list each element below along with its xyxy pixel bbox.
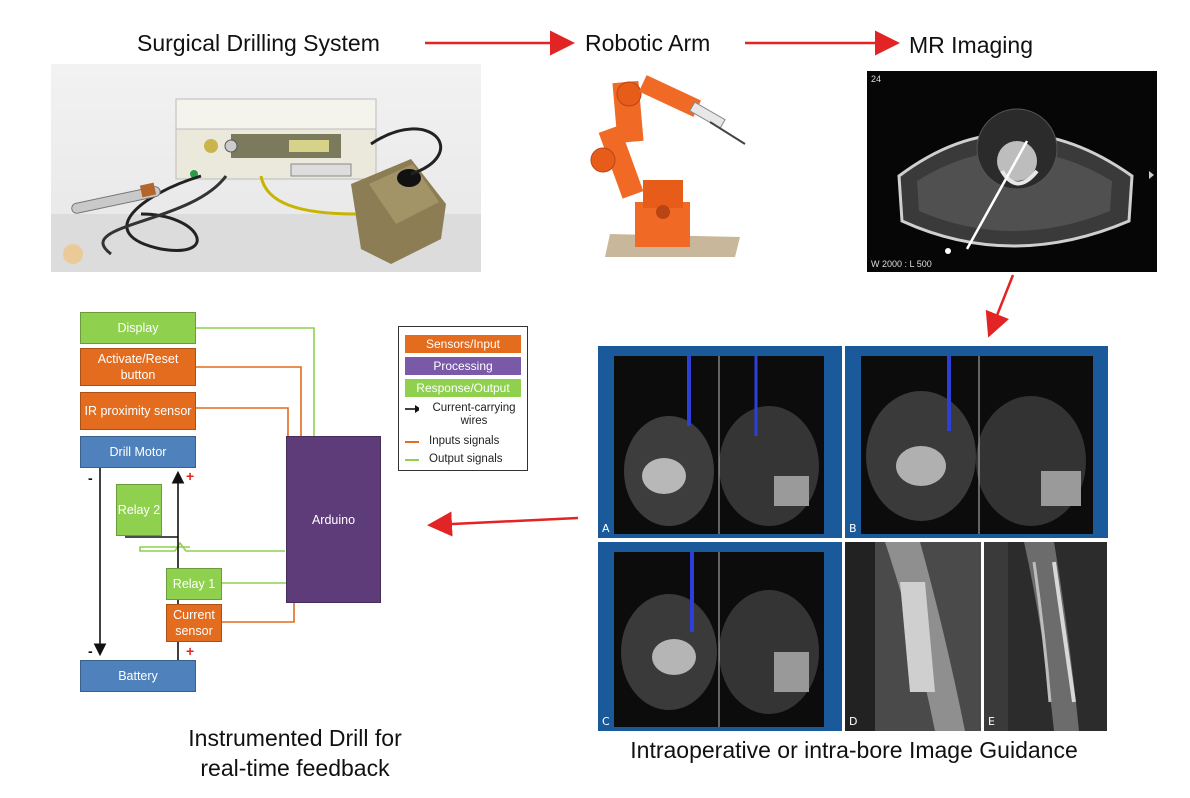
- display-block: Display: [80, 312, 196, 344]
- guidance-panel-b: B: [845, 346, 1108, 538]
- caption-drill-line-2: real-time feedback: [200, 755, 390, 781]
- green-line-icon: [405, 459, 419, 461]
- legend-inputs-row: Inputs signals: [405, 435, 523, 448]
- legend-outputs-row: Output signals: [405, 453, 523, 466]
- title-robotic-arm: Robotic Arm: [585, 30, 711, 56]
- motor-minus-terminal: -: [88, 470, 93, 486]
- ct-view-c: [621, 552, 819, 727]
- panel-label-a: A: [602, 522, 610, 535]
- title-drilling-system: Surgical Drilling System: [137, 30, 380, 56]
- sagittal-mri-e: [984, 542, 1107, 731]
- drilling-system-photo: [51, 64, 481, 272]
- diagram-legend: Sensors/Input Processing Response/Output…: [398, 326, 528, 471]
- panel-label-e: E: [988, 715, 995, 728]
- mr-image: 24 W 2000 : L 500: [867, 71, 1157, 272]
- legend-wires-label: Current-carrying wires: [432, 402, 516, 427]
- drill-motor-block: Drill Motor: [80, 436, 196, 468]
- caption-drill-line-1: Instrumented Drill for: [188, 725, 402, 751]
- ir-proximity-sensor-block: IR proximity sensor: [80, 392, 196, 430]
- motor-plus-terminal: +: [186, 468, 195, 484]
- title-mr-imaging: MR Imaging: [909, 32, 1033, 58]
- relay-2-block: Relay 2: [116, 484, 162, 536]
- activate-reset-button-block: Activate/Reset button: [80, 348, 196, 386]
- black-arrow-icon: [405, 405, 419, 413]
- guidance-panel-e: E: [984, 542, 1107, 731]
- panel-label-d: D: [849, 715, 858, 728]
- mr-window-label: W 2000 : L 500: [871, 259, 932, 269]
- caption-instrumented-drill: Instrumented Drill for real-time feedbac…: [155, 723, 435, 783]
- legend-outputs-label: Output signals: [429, 453, 503, 465]
- legend-processing: Processing: [405, 357, 521, 375]
- arrow-guidance-to-drill: [427, 511, 579, 537]
- orange-line-icon: [405, 441, 419, 443]
- drill-console-illustration: [51, 98, 481, 272]
- battery-plus-terminal: +: [186, 643, 195, 659]
- ct-axial-illustration: [897, 108, 1134, 254]
- ct-view-a: [624, 356, 819, 534]
- robotic-arm-photo: [585, 72, 750, 272]
- mr-corner-label: 24: [871, 74, 882, 84]
- arduino-block: Arduino: [286, 436, 381, 603]
- arrow-mr-to-guidance: [985, 274, 1015, 338]
- battery-minus-terminal: -: [88, 643, 93, 659]
- guidance-panel-d: D: [845, 542, 981, 731]
- legend-wires-row: Current-carrying wires: [405, 402, 523, 428]
- legend-response-output: Response/Output: [405, 379, 521, 397]
- guidance-panel-c: C: [598, 542, 842, 731]
- legend-inputs-label: Inputs signals: [429, 435, 500, 447]
- ct-view-b: [866, 356, 1086, 534]
- relay-1-block: Relay 1: [166, 568, 222, 600]
- guidance-panel-a: A: [598, 346, 842, 538]
- current-sensor-block: Current sensor: [166, 604, 222, 642]
- sagittal-ct-d: [845, 542, 981, 731]
- legend-sensors-input: Sensors/Input: [405, 335, 521, 353]
- panel-label-c: C: [602, 715, 610, 728]
- caption-image-guidance: Intraoperative or intra-bore Image Guida…: [630, 737, 1078, 763]
- mr-next-icon: [1149, 171, 1154, 179]
- robotic-arm-illustration: [590, 75, 746, 257]
- battery-block: Battery: [80, 660, 196, 692]
- panel-label-b: B: [849, 522, 857, 535]
